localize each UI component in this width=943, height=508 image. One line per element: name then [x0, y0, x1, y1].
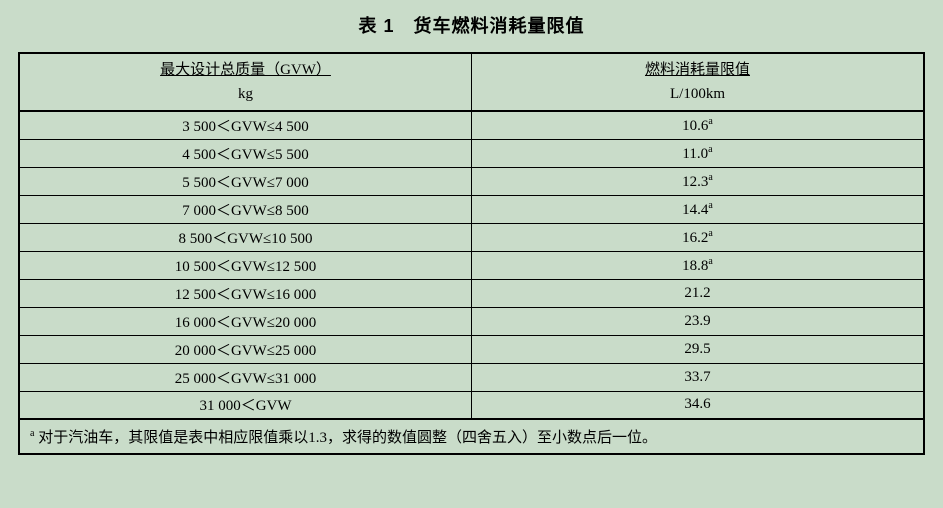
table-row: 31 000＜GVW 34.6 [19, 391, 924, 419]
limit-note-mark: a [708, 200, 712, 211]
limit-cell: 29.5 [472, 335, 925, 363]
table-row: 16 000＜GVW≤20 000 23.9 [19, 307, 924, 335]
header-col2-unit: L/100km [670, 86, 725, 102]
gvw-range-cell: 25 000＜GVW≤31 000 [19, 363, 472, 391]
table-row: 10 500＜GVW≤12 50018.8a [19, 251, 924, 279]
limit-note-mark: a [708, 256, 712, 267]
limit-value: 29.5 [684, 341, 710, 357]
table-row: 3 500＜GVW≤4 50010.6a [19, 111, 924, 139]
header-col1-main: 最大设计总质量（GVW） [160, 62, 331, 78]
limit-cell: 14.4a [472, 195, 925, 223]
gvw-range-cell: 4 500＜GVW≤5 500 [19, 139, 472, 167]
gvw-range-cell: 16 000＜GVW≤20 000 [19, 307, 472, 335]
header-col1: 最大设计总质量（GVW） kg [19, 53, 472, 111]
limit-note-mark: a [708, 116, 712, 127]
table-row: 12 500＜GVW≤16 000 21.2 [19, 279, 924, 307]
gvw-range-cell: 20 000＜GVW≤25 000 [19, 335, 472, 363]
footnote-text: 对于汽油车，其限值是表中相应限值乘以1.3，求得的数值圆整（四舍五入）至小数点后… [38, 430, 657, 446]
limit-note-mark: a [708, 228, 712, 239]
footnote-mark: a [30, 428, 34, 439]
gvw-range-cell: 12 500＜GVW≤16 000 [19, 279, 472, 307]
limit-note-mark: a [708, 172, 712, 183]
limit-cell: 12.3a [472, 167, 925, 195]
limit-value: 33.7 [684, 369, 710, 385]
table-row: 8 500＜GVW≤10 50016.2a [19, 223, 924, 251]
table-row: 25 000＜GVW≤31 000 33.7 [19, 363, 924, 391]
limit-cell: 10.6a [472, 111, 925, 139]
limit-cell: 16.2a [472, 223, 925, 251]
limit-value: 23.9 [684, 313, 710, 329]
limit-note-mark: a [708, 144, 712, 155]
limit-cell: 34.6 [472, 391, 925, 419]
limit-value: 34.6 [684, 396, 710, 412]
gvw-range-cell: 8 500＜GVW≤10 500 [19, 223, 472, 251]
limit-value: 21.2 [684, 285, 710, 301]
table-row: 7 000＜GVW≤8 50014.4a [19, 195, 924, 223]
table-row: 20 000＜GVW≤25 000 29.5 [19, 335, 924, 363]
table-row: 4 500＜GVW≤5 50011.0a [19, 139, 924, 167]
limit-value: 11.0 [682, 146, 708, 162]
limit-cell: 18.8a [472, 251, 925, 279]
header-col2-main: 燃料消耗量限值 [645, 62, 750, 78]
gvw-range-cell: 31 000＜GVW [19, 391, 472, 419]
limit-value: 16.2 [682, 230, 708, 246]
limit-cell: 11.0a [472, 139, 925, 167]
header-col2: 燃料消耗量限值 L/100km [472, 53, 925, 111]
limit-value: 12.3 [682, 174, 708, 190]
limit-cell: 33.7 [472, 363, 925, 391]
gvw-range-cell: 3 500＜GVW≤4 500 [19, 111, 472, 139]
limit-value: 14.4 [682, 202, 708, 218]
limit-value: 10.6 [682, 118, 708, 134]
fuel-limit-table: 最大设计总质量（GVW） kg 燃料消耗量限值 L/100km 3 500＜GV… [18, 52, 925, 455]
gvw-range-cell: 5 500＜GVW≤7 000 [19, 167, 472, 195]
table-row: 5 500＜GVW≤7 00012.3a [19, 167, 924, 195]
footnote-cell: a 对于汽油车，其限值是表中相应限值乘以1.3，求得的数值圆整（四舍五入）至小数… [19, 419, 924, 454]
limit-cell: 23.9 [472, 307, 925, 335]
table-title: 表 1 货车燃料消耗量限值 [18, 12, 925, 38]
gvw-range-cell: 10 500＜GVW≤12 500 [19, 251, 472, 279]
limit-value: 18.8 [682, 258, 708, 274]
limit-cell: 21.2 [472, 279, 925, 307]
header-col1-unit: kg [238, 86, 253, 102]
gvw-range-cell: 7 000＜GVW≤8 500 [19, 195, 472, 223]
